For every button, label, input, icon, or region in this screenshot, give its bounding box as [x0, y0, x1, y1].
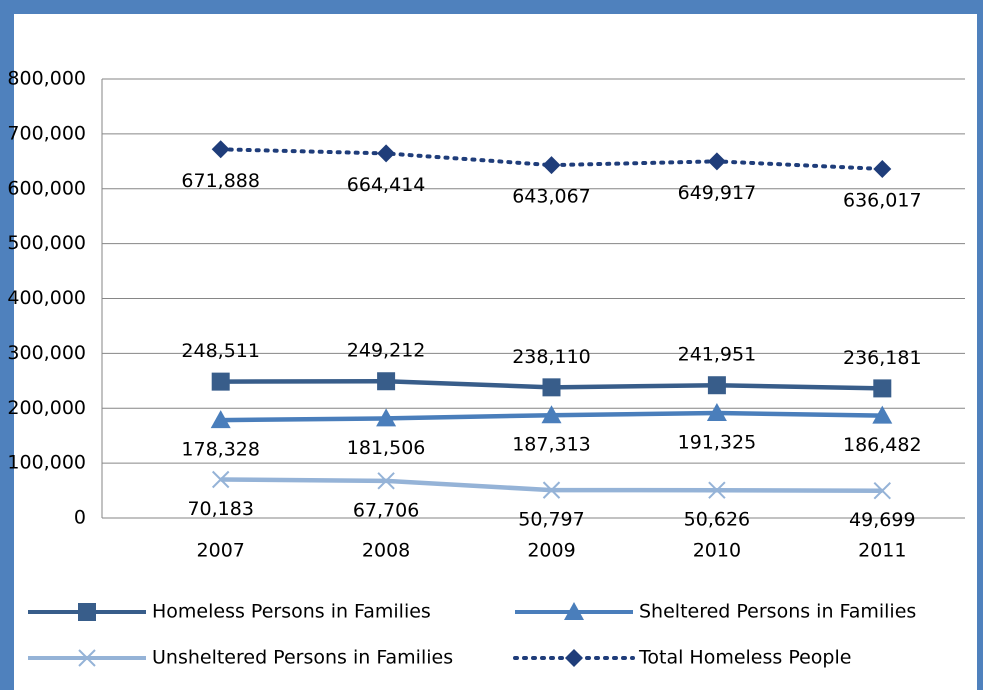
data-label: 70,183 [187, 498, 253, 520]
data-label: 241,951 [678, 344, 757, 366]
y-tick-label: 500,000 [7, 232, 86, 254]
x-tick-label: 2011 [858, 540, 906, 562]
y-tick-label: 700,000 [7, 122, 86, 144]
x-tick-label: 2009 [527, 540, 575, 562]
marker [541, 405, 562, 424]
data-label: 236,181 [843, 347, 922, 369]
data-label: 664,414 [347, 174, 426, 196]
legend-label: Sheltered Persons in Families [639, 601, 916, 623]
marker [708, 481, 726, 499]
legend-label: Total Homeless People [638, 647, 851, 669]
data-label: 249,212 [347, 340, 426, 362]
marker [78, 603, 96, 621]
y-tick-label: 400,000 [7, 287, 86, 309]
data-label: 643,067 [512, 186, 591, 208]
marker [376, 408, 397, 427]
legend-label: Homeless Persons in Families [152, 601, 431, 623]
data-label: 671,888 [181, 170, 260, 192]
y-tick-label: 100,000 [7, 452, 86, 474]
data-label: 191,325 [678, 432, 757, 454]
marker [707, 376, 726, 395]
data-label: 186,482 [843, 434, 922, 456]
marker [873, 159, 892, 178]
data-label: 49,699 [849, 509, 915, 531]
marker [873, 379, 892, 398]
marker [542, 378, 561, 397]
marker [707, 152, 726, 171]
data-label: 187,313 [512, 434, 591, 456]
marker [542, 481, 561, 499]
legend-label: Unsheltered Persons in Families [152, 647, 453, 669]
marker [542, 156, 561, 175]
marker [78, 649, 96, 667]
marker [211, 140, 230, 159]
marker [377, 372, 396, 391]
x-tick-label: 2010 [693, 540, 741, 562]
frame-right [977, 0, 983, 690]
data-label: 248,511 [181, 340, 260, 362]
marker [211, 470, 230, 489]
data-label: 178,328 [181, 439, 260, 461]
y-tick-label: 200,000 [7, 397, 86, 419]
y-tick-label: 600,000 [7, 177, 86, 199]
marker [706, 403, 727, 422]
marker [564, 602, 584, 620]
x-tick-label: 2008 [362, 540, 410, 562]
frame-left [0, 0, 14, 690]
data-label: 50,797 [518, 509, 584, 531]
y-tick-label: 0 [74, 507, 86, 529]
marker [565, 649, 583, 667]
marker [210, 410, 231, 429]
x-tick-label: 2007 [197, 540, 245, 562]
data-label: 636,017 [843, 189, 922, 211]
frame-top [0, 0, 983, 14]
marker [211, 372, 230, 391]
data-label: 50,626 [684, 509, 750, 531]
data-label: 238,110 [512, 346, 591, 368]
marker [873, 482, 892, 500]
data-label: 181,506 [347, 437, 426, 459]
data-label: 67,706 [353, 499, 419, 521]
data-label: 649,917 [678, 182, 757, 204]
marker [377, 472, 395, 490]
y-tick-label: 300,000 [7, 342, 86, 364]
marker [872, 405, 893, 424]
marker [377, 144, 396, 163]
y-tick-label: 800,000 [7, 68, 86, 90]
